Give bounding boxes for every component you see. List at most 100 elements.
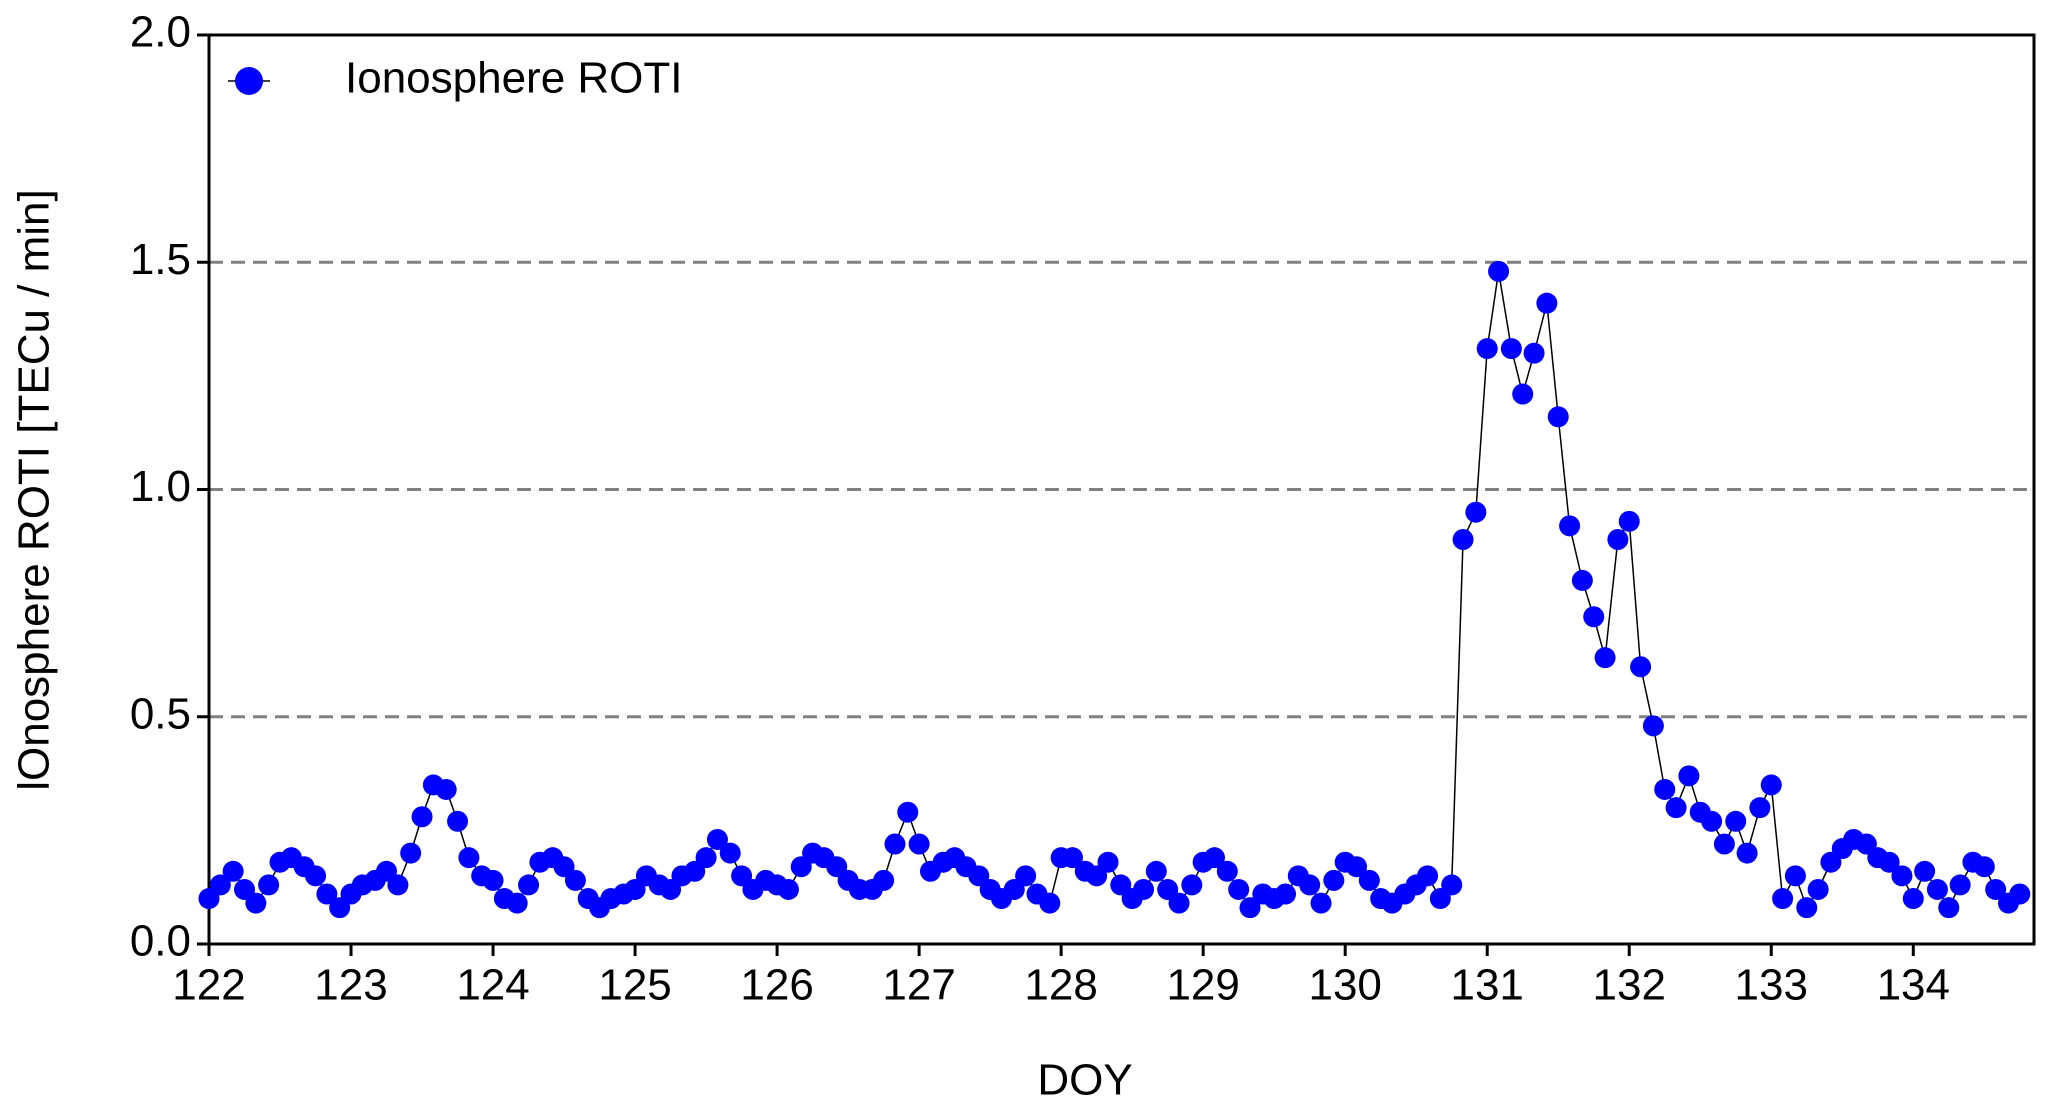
data-point (435, 778, 457, 800)
data-point (1949, 874, 1971, 896)
y-tick-label: 1.5 (130, 235, 191, 284)
data-point (1749, 797, 1771, 819)
data-point (2009, 883, 2031, 905)
series-line (208, 271, 2021, 910)
data-point (245, 892, 267, 914)
data-point (258, 874, 280, 896)
data-point (1512, 383, 1534, 405)
data-point (1559, 515, 1581, 537)
x-tick-label: 131 (1450, 961, 1523, 1010)
data-point (1275, 883, 1297, 905)
y-tick-label: 0.5 (130, 689, 191, 738)
data-point (777, 878, 799, 900)
data-point (1607, 528, 1629, 550)
data-point (1133, 878, 1155, 900)
data-point (482, 869, 504, 891)
data-point (1500, 338, 1522, 360)
y-tick-label: 2.0 (130, 8, 191, 57)
data-point (1736, 842, 1758, 864)
data-point (1145, 860, 1167, 882)
data-point (387, 874, 409, 896)
data-point (1914, 860, 1936, 882)
x-tick-label: 125 (598, 961, 671, 1010)
data-point (1784, 865, 1806, 887)
data-point (1654, 778, 1676, 800)
data-point (1228, 878, 1250, 900)
data-point (1713, 833, 1735, 855)
data-point (1346, 856, 1368, 878)
data-point (1015, 865, 1037, 887)
x-tick-label: 124 (456, 961, 529, 1010)
data-point (719, 842, 741, 864)
data-point (1985, 878, 2007, 900)
data-point (1168, 892, 1190, 914)
y-tick-label: 0.0 (130, 917, 191, 966)
data-point (1523, 342, 1545, 364)
data-point (1441, 874, 1463, 896)
data-point (1239, 897, 1261, 919)
data-point (706, 828, 728, 850)
data-point (1039, 892, 1061, 914)
data-point (1097, 851, 1119, 873)
data-point (1926, 878, 1948, 900)
data-point (1807, 878, 1829, 900)
data-point (897, 801, 919, 823)
data-point (1796, 897, 1818, 919)
x-tick-label: 126 (740, 961, 813, 1010)
x-tick-label: 122 (172, 961, 245, 1010)
data-point (1417, 865, 1439, 887)
data-point (1358, 869, 1380, 891)
x-tick-label: 128 (1024, 961, 1097, 1010)
x-tick-label: 127 (882, 961, 955, 1010)
x-tick-label: 130 (1308, 961, 1381, 1010)
data-point (1476, 338, 1498, 360)
data-point (1204, 847, 1226, 869)
data-point (1891, 865, 1913, 887)
x-axis-label: DOY (1037, 1056, 1132, 1105)
data-point (222, 860, 244, 882)
x-tick-label: 129 (1166, 961, 1239, 1010)
data-point (1594, 647, 1616, 669)
data-point (400, 842, 422, 864)
legend-label: Ionosphere ROTI (345, 54, 683, 103)
data-point (1452, 528, 1474, 550)
data-point (1973, 856, 1995, 878)
data-point (1938, 897, 1960, 919)
data-point (564, 869, 586, 891)
data-point (873, 869, 895, 891)
data-point (506, 892, 528, 914)
data-point (209, 874, 231, 896)
legend-marker (235, 67, 263, 95)
data-point (1465, 501, 1487, 523)
data-point (411, 806, 433, 828)
data-point (695, 847, 717, 869)
data-point (1678, 765, 1700, 787)
data-point (458, 847, 480, 869)
data-point (1216, 860, 1238, 882)
data-point (1181, 874, 1203, 896)
data-point (1299, 874, 1321, 896)
data-point (1547, 406, 1569, 428)
data-point (1725, 810, 1747, 832)
data-point (1488, 260, 1510, 282)
data-point (305, 865, 327, 887)
data-point (884, 833, 906, 855)
x-tick-label: 132 (1593, 961, 1666, 1010)
data-point (1323, 869, 1345, 891)
data-point (1630, 656, 1652, 678)
data-point (1902, 888, 1924, 910)
data-point (1062, 847, 1084, 869)
data-point (1760, 774, 1782, 796)
data-point (447, 810, 469, 832)
y-tick-label: 1.0 (130, 462, 191, 511)
data-point (1642, 715, 1664, 737)
plot-frame (207, 33, 2036, 946)
x-tick-label: 123 (314, 961, 387, 1010)
data-point (1583, 606, 1605, 628)
data-point (316, 883, 338, 905)
data-point (1536, 292, 1558, 314)
x-tick-label: 133 (1735, 961, 1808, 1010)
x-tick-label: 134 (1877, 961, 1950, 1010)
data-point (1878, 851, 1900, 873)
